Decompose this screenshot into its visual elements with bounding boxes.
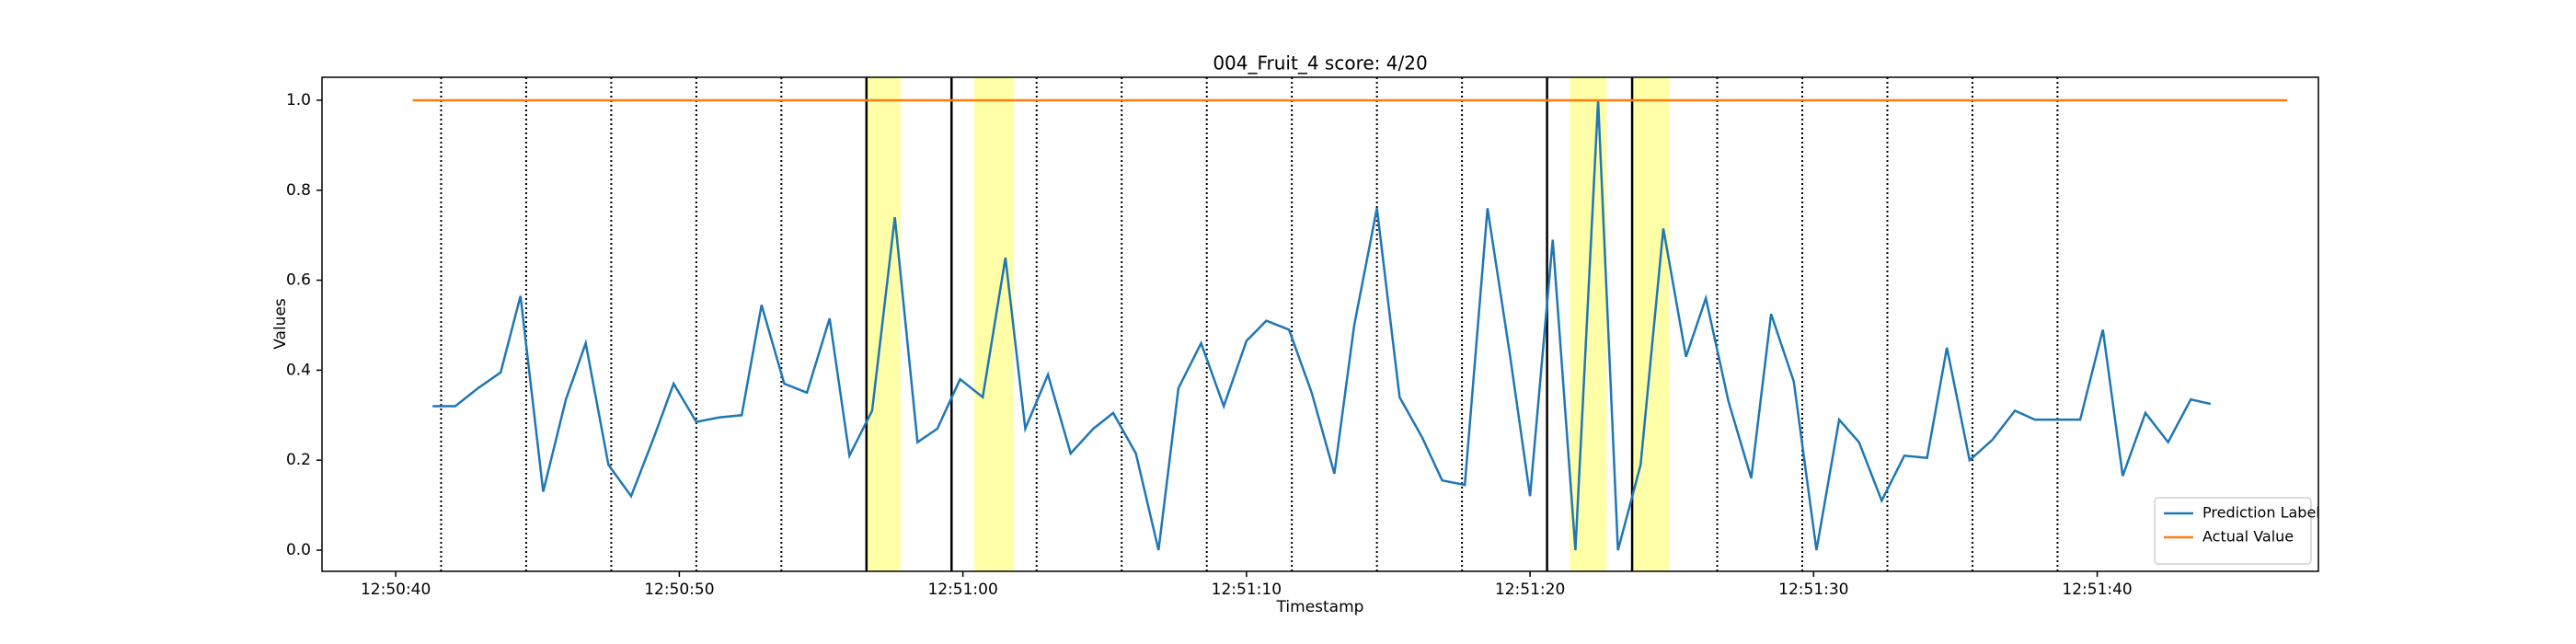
chart-title: 004_Fruit_4 score: 4/20 (1213, 52, 1427, 75)
x-tick-label: 12:50:50 (644, 581, 714, 599)
series-line (432, 99, 2212, 551)
x-tick-label: 12:51:30 (1778, 581, 1848, 599)
legend-label: Prediction Label (2202, 504, 2320, 522)
y-tick-label: 0.2 (286, 451, 311, 469)
y-tick-label: 0.4 (286, 361, 311, 379)
x-tick-label: 12:50:40 (361, 581, 431, 599)
x-tick-label: 12:51:00 (927, 581, 997, 599)
x-tick-label: 12:51:40 (2062, 581, 2132, 599)
legend-box (2154, 497, 2312, 565)
plot-frame (321, 76, 2319, 572)
y-axis-label: Values (271, 298, 290, 350)
x-tick-label: 12:51:10 (1212, 581, 1282, 599)
legend-label: Actual Value (2202, 528, 2294, 546)
y-tick-label: 0.6 (286, 271, 311, 290)
highlight-span (1632, 77, 1670, 571)
y-tick-label: 0.8 (286, 181, 311, 200)
highlight-span (866, 77, 901, 571)
y-tick-label: 1.0 (286, 91, 311, 109)
y-tick-label: 0.0 (286, 541, 311, 559)
x-tick-label: 12:51:20 (1495, 581, 1565, 599)
x-axis-label: Timestamp (1276, 598, 1364, 616)
